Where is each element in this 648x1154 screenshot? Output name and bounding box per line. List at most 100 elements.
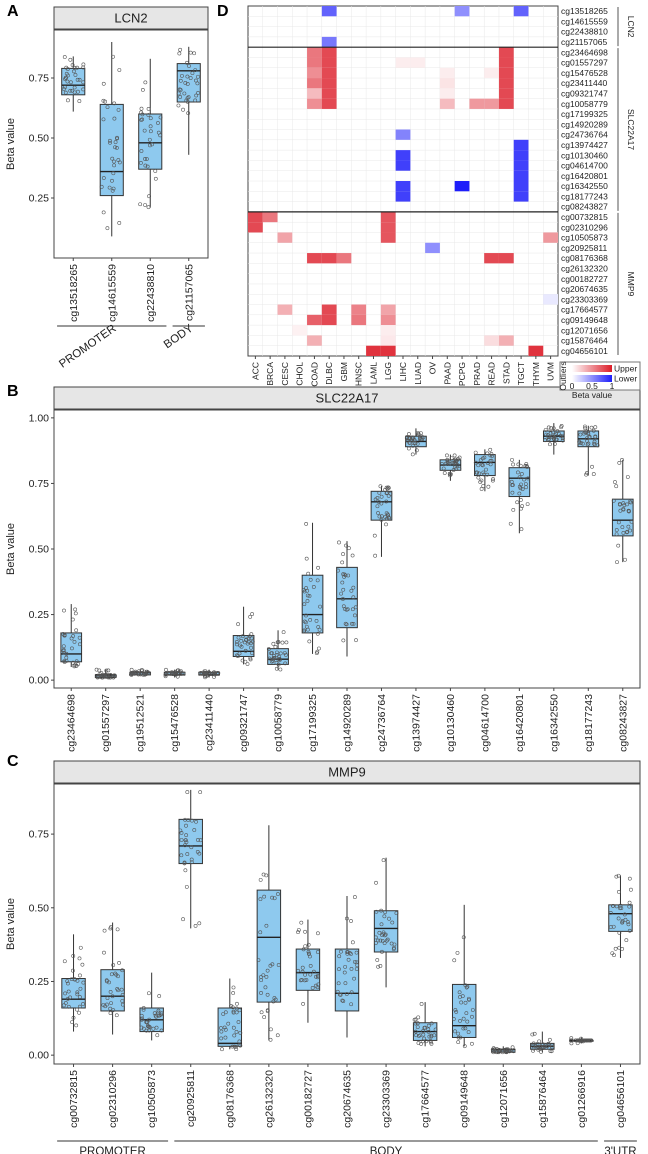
data-point — [271, 641, 276, 646]
data-point — [350, 553, 355, 558]
data-point — [283, 661, 288, 666]
data-point — [107, 185, 112, 190]
row-group-label: MMP9 — [626, 272, 636, 297]
data-point — [108, 673, 113, 677]
x-tick-label: cg14920289 — [342, 694, 354, 752]
data-point — [560, 438, 565, 443]
row-label: cg00732815 — [561, 212, 608, 222]
data-point — [551, 426, 556, 431]
data-point — [422, 1036, 426, 1041]
data-point — [116, 107, 121, 112]
data-point — [139, 161, 143, 165]
data-point — [193, 924, 198, 928]
data-point — [347, 951, 352, 955]
heatmap-cell — [513, 181, 529, 192]
data-point — [349, 966, 354, 971]
data-point — [615, 560, 619, 565]
data-point — [584, 429, 589, 434]
row-label: cg10058779 — [561, 99, 608, 109]
data-point — [341, 638, 346, 643]
data-point — [270, 895, 274, 900]
data-point — [629, 887, 633, 892]
boxplot-mmp9: MMP9 0.00 0.25 0.50 0.75 Beta value cg00732815… — [5, 760, 641, 1154]
data-point — [315, 975, 320, 980]
data-point — [190, 818, 194, 823]
data-point — [591, 428, 596, 433]
data-point — [306, 942, 311, 947]
data-point — [231, 991, 236, 995]
row-label: cg21157065 — [561, 37, 607, 47]
title-strip — [53, 6, 209, 30]
data-point — [447, 461, 452, 466]
data-point — [140, 668, 144, 673]
data-point — [195, 81, 200, 86]
data-point — [376, 511, 380, 515]
data-point — [115, 136, 119, 141]
data-point — [236, 635, 241, 640]
data-point — [115, 927, 120, 932]
data-point — [274, 660, 279, 665]
data-point — [102, 950, 106, 955]
data-point — [375, 958, 380, 962]
data-point — [488, 447, 493, 452]
data-point — [341, 604, 346, 609]
data-point — [343, 964, 348, 969]
data-point — [340, 580, 345, 585]
heatmap-cell — [380, 211, 396, 223]
data-point — [183, 868, 188, 873]
heatmap-cell — [321, 253, 337, 264]
data-point — [238, 1030, 243, 1035]
data-point — [266, 647, 271, 651]
data-point — [113, 145, 117, 150]
data-point — [77, 642, 82, 647]
x-tick-label: cg09321747 — [238, 694, 250, 752]
data-point — [69, 80, 73, 85]
data-point — [136, 672, 141, 677]
data-point — [379, 494, 384, 499]
y-axis-label: Beta value — [5, 898, 17, 950]
data-point — [433, 1027, 438, 1032]
data-point — [75, 992, 80, 997]
data-point — [543, 438, 547, 443]
data-point — [132, 671, 137, 676]
data-point — [508, 521, 513, 526]
data-point — [463, 1026, 468, 1031]
data-point — [417, 1034, 421, 1038]
data-point — [238, 1043, 243, 1048]
data-point — [188, 76, 193, 80]
data-point — [181, 917, 185, 922]
data-point — [625, 475, 630, 479]
data-point — [315, 985, 320, 990]
data-point — [489, 458, 494, 463]
data-point — [193, 98, 198, 103]
data-point — [101, 210, 106, 215]
data-point — [453, 1029, 457, 1034]
data-point — [591, 472, 596, 476]
data-point — [262, 894, 267, 899]
data-point — [96, 674, 101, 679]
data-point — [336, 568, 340, 573]
data-point — [237, 651, 242, 656]
data-point — [146, 205, 151, 210]
x-tick-label: cg04656101 — [615, 1070, 627, 1128]
data-point — [248, 657, 253, 662]
data-point — [77, 635, 82, 640]
data-point — [64, 71, 69, 76]
data-point — [139, 110, 144, 115]
data-point — [243, 648, 248, 653]
data-point — [382, 941, 387, 945]
y-tick-label: 0.00 — [29, 1050, 50, 1062]
data-point — [299, 977, 304, 982]
data-point — [97, 668, 102, 673]
data-point — [115, 986, 120, 991]
data-point — [271, 999, 276, 1004]
row-label: cg10130460 — [561, 150, 608, 160]
row-label: cg24736764 — [561, 130, 608, 140]
data-point — [560, 434, 565, 439]
data-point — [268, 1037, 273, 1042]
heatmap-cell — [307, 335, 322, 346]
data-point — [491, 1048, 495, 1053]
data-point — [219, 1026, 223, 1030]
data-point — [147, 991, 151, 996]
data-point — [345, 951, 350, 956]
